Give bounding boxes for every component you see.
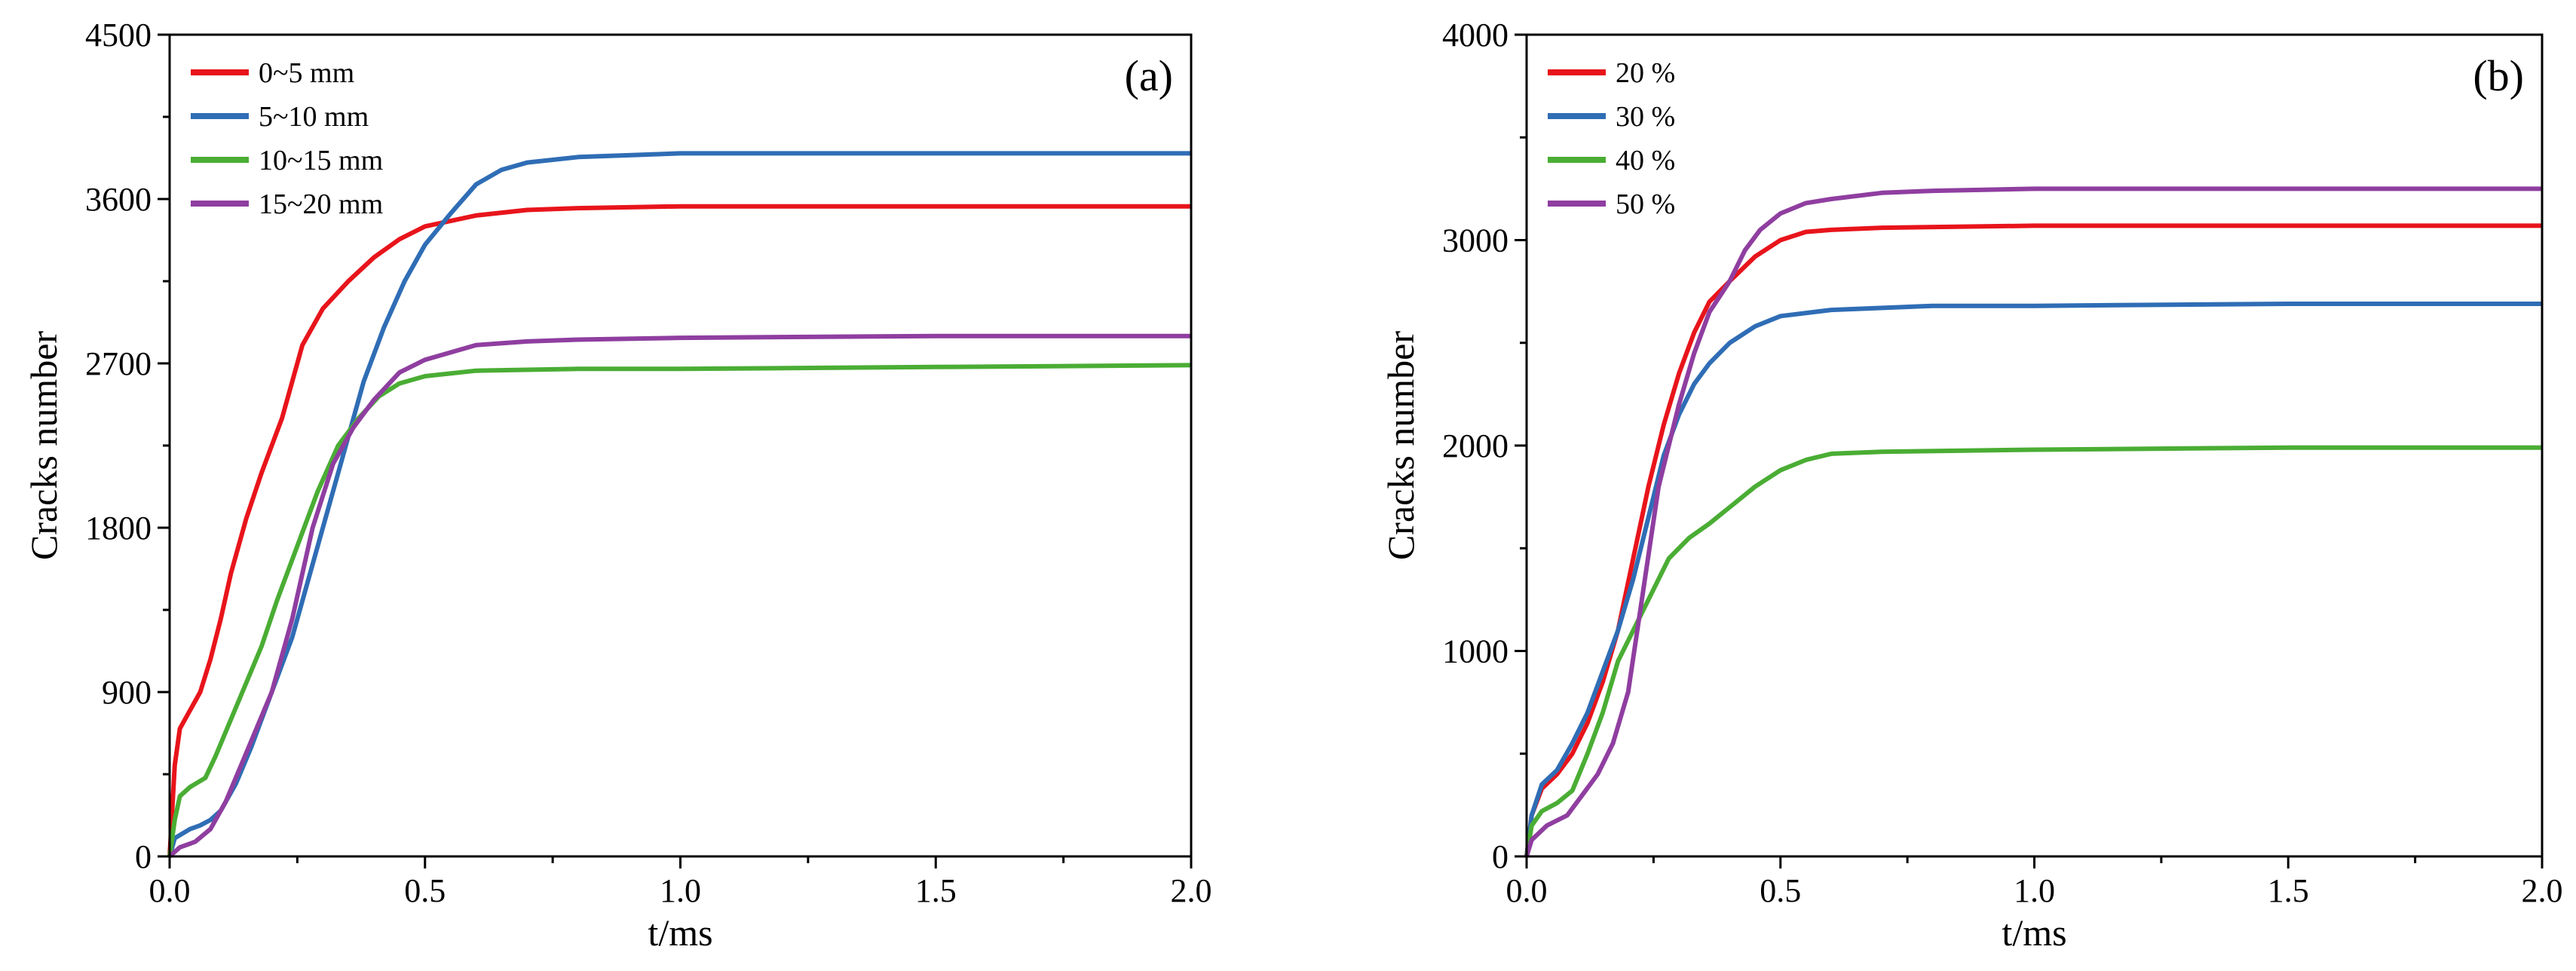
series-line-3 [1524, 445, 2542, 857]
panel-b: 0.0 0.5 1.0 1.5 2.0 0 1000 2000 3000 4000 t/ms Crac… [1380, 17, 2563, 954]
x-tick-label: 1.0 [2014, 872, 2055, 909]
y-tick-label: 3000 [1442, 222, 1509, 259]
legend-label: 5~10 mm [259, 101, 369, 133]
series-line-2 [1524, 302, 2542, 857]
series-line-1 [1524, 223, 2542, 857]
y-axis-label: Cracks number [1380, 331, 1422, 560]
y-tick-label: 4000 [1442, 17, 1509, 54]
x-tick-label: 1.0 [660, 872, 701, 909]
series-line-4 [1524, 186, 2542, 857]
series-line-1 [167, 204, 1191, 857]
x-tick-label: 1.5 [915, 872, 957, 909]
legend-label: 40 % [1616, 145, 1675, 176]
y-tick-label: 2000 [1442, 427, 1509, 464]
y-tick-label: 900 [102, 674, 152, 711]
y-tick-label: 4500 [85, 17, 152, 54]
x-tick-label: 1.5 [2268, 872, 2309, 909]
y-tick-label: 1000 [1442, 633, 1509, 670]
y-tick-label: 2700 [85, 345, 152, 382]
x-tick-label: 0.5 [404, 872, 446, 909]
legend-label: 30 % [1616, 101, 1675, 133]
panel-label: (b) [2473, 51, 2524, 100]
panel-a: 0.0 0.5 1.0 1.5 2.0 0 900 1800 2700 3600 4500 t/ms C… [23, 17, 1212, 954]
y-tick-label: 0 [135, 838, 152, 875]
legend-label: 50 % [1616, 188, 1675, 220]
legend: 0~5 mm 5~10 mm 10~15 mm 15~20 mm [191, 57, 383, 220]
x-tick-label: 2.0 [1171, 872, 1212, 909]
x-tick-label: 2.0 [2522, 872, 2563, 909]
y-tick-label: 3600 [85, 181, 152, 218]
legend-label: 15~20 mm [259, 188, 383, 220]
legend-label: 20 % [1616, 57, 1675, 89]
legend: 20 % 30 % 40 % 50 % [1548, 57, 1675, 220]
legend-label: 10~15 mm [259, 145, 383, 176]
x-tick-label: 0.0 [1506, 872, 1548, 909]
series-line-2 [167, 151, 1191, 857]
y-tick-label: 0 [1492, 838, 1509, 875]
y-axis-label: Cracks number [23, 331, 65, 560]
series-line-4 [168, 333, 1191, 859]
x-axis-label: t/ms [2002, 911, 2066, 954]
legend-label: 0~5 mm [259, 57, 354, 89]
panel-label: (a) [1125, 51, 1173, 100]
x-tick-label: 0.5 [1760, 872, 1801, 909]
x-axis-label: t/ms [648, 911, 712, 954]
series-line-3 [167, 363, 1192, 857]
y-tick-label: 1800 [85, 510, 152, 547]
x-tick-label: 0.0 [149, 872, 191, 909]
